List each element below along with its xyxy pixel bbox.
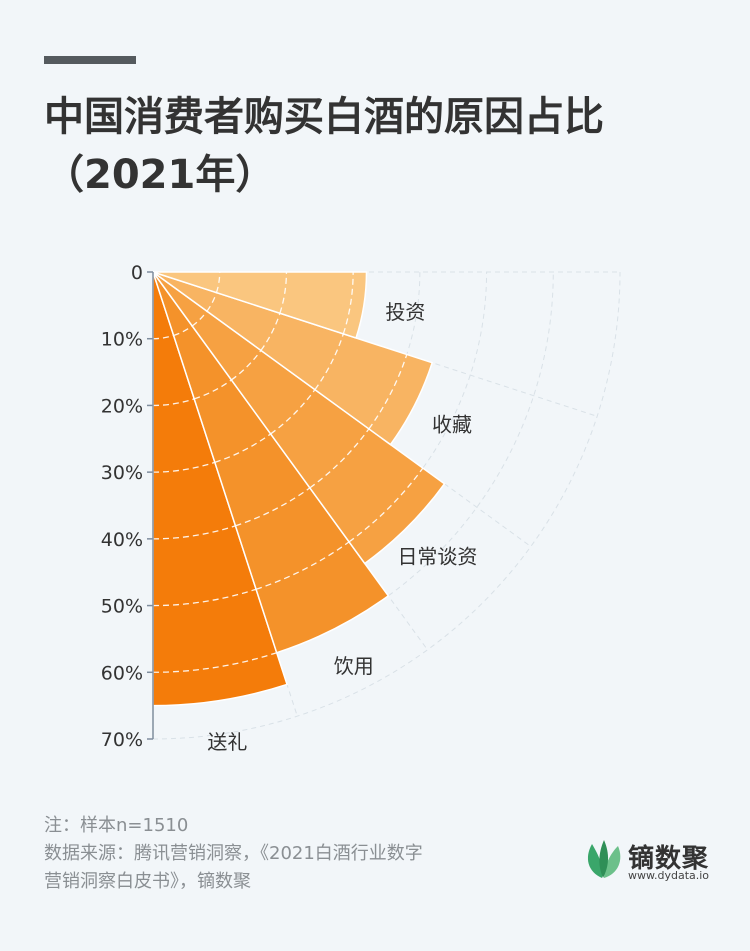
- bar-gridline: [235, 487, 311, 527]
- bar-gridline: [214, 433, 272, 463]
- chart-footer: 注：样本n=1510 数据来源：腾讯营销洞察，《2021白酒行业数字 营销洞察白…: [44, 812, 544, 896]
- category-label: 投资: [385, 300, 425, 324]
- bar-gridline: [255, 541, 350, 590]
- bar-gridline: [152, 461, 216, 473]
- leaf-logo-icon: [587, 840, 621, 878]
- chart-bars: [152, 271, 446, 707]
- chart-inner-grid: [152, 271, 424, 673]
- bar-gridline: [206, 292, 218, 312]
- grid-radial-line: [152, 271, 598, 417]
- bar-收藏: [152, 271, 434, 446]
- axis-tick-label: 60%: [101, 662, 143, 684]
- brand-url: www.dydata.io: [628, 869, 710, 882]
- axis-tick-label: 20%: [101, 395, 143, 417]
- grid-radial-line: [152, 271, 532, 547]
- category-label: 饮用: [334, 654, 374, 678]
- polar-bar-chart: 0 10% 20% 30% 40% 50% 60% 70% 送礼 饮用 日常谈资 收藏 投资: [101, 262, 621, 754]
- category-labels: 送礼 饮用 日常谈资 收藏 投资: [207, 300, 477, 754]
- bar-gridline: [231, 350, 262, 381]
- page-title: 中国消费者购买白酒的原因占比（2021年）: [44, 94, 604, 198]
- category-label: 送礼: [207, 730, 247, 754]
- axis-tick-label: 30%: [101, 462, 143, 484]
- bar-gridline: [270, 389, 316, 435]
- axis-tick-label: 40%: [101, 529, 143, 551]
- bar-gridline: [215, 271, 221, 293]
- bar-gridline: [152, 525, 236, 540]
- grid-arc: [152, 271, 621, 740]
- bar-gridline: [348, 467, 424, 543]
- axis-tick-label: 50%: [101, 596, 143, 618]
- bar-投资: [152, 271, 368, 339]
- category-label: 收藏: [432, 412, 472, 436]
- bar-gridline: [152, 398, 195, 407]
- bar-日常谈资: [152, 271, 446, 565]
- bar-gridline: [194, 379, 232, 400]
- bar-gridline: [279, 271, 288, 314]
- sample-note: 注：样本n=1510: [44, 815, 189, 836]
- bar-gridline: [309, 428, 370, 489]
- radial-axis: 0 10% 20% 30% 40% 50% 60% 70%: [101, 262, 154, 751]
- source-line-1: 数据来源：腾讯营销洞察，《2021白酒行业数字: [44, 843, 423, 864]
- brand-name: 镝数聚: [628, 844, 710, 874]
- bar-gridline: [260, 313, 281, 351]
- bar-饮用: [152, 271, 390, 654]
- bar-gridline: [314, 333, 344, 391]
- bar-gridline: [191, 310, 208, 327]
- bar-gridline: [368, 354, 408, 430]
- axis-tick-label: 10%: [101, 329, 143, 351]
- bar-gridline: [342, 271, 354, 335]
- axis-tick-label: 0: [131, 262, 143, 284]
- brand-logo: 镝数聚 www.dydata.io: [584, 836, 724, 886]
- source-line-2: 营销洞察白皮书》，镝数聚: [44, 871, 251, 892]
- title-accent-bar: [44, 56, 136, 64]
- category-label: 日常谈资: [397, 544, 477, 568]
- bar-gridline: [152, 588, 257, 607]
- bar-gridline: [173, 325, 193, 337]
- axis-tick-label: 70%: [101, 729, 143, 751]
- bar-gridline: [152, 652, 277, 673]
